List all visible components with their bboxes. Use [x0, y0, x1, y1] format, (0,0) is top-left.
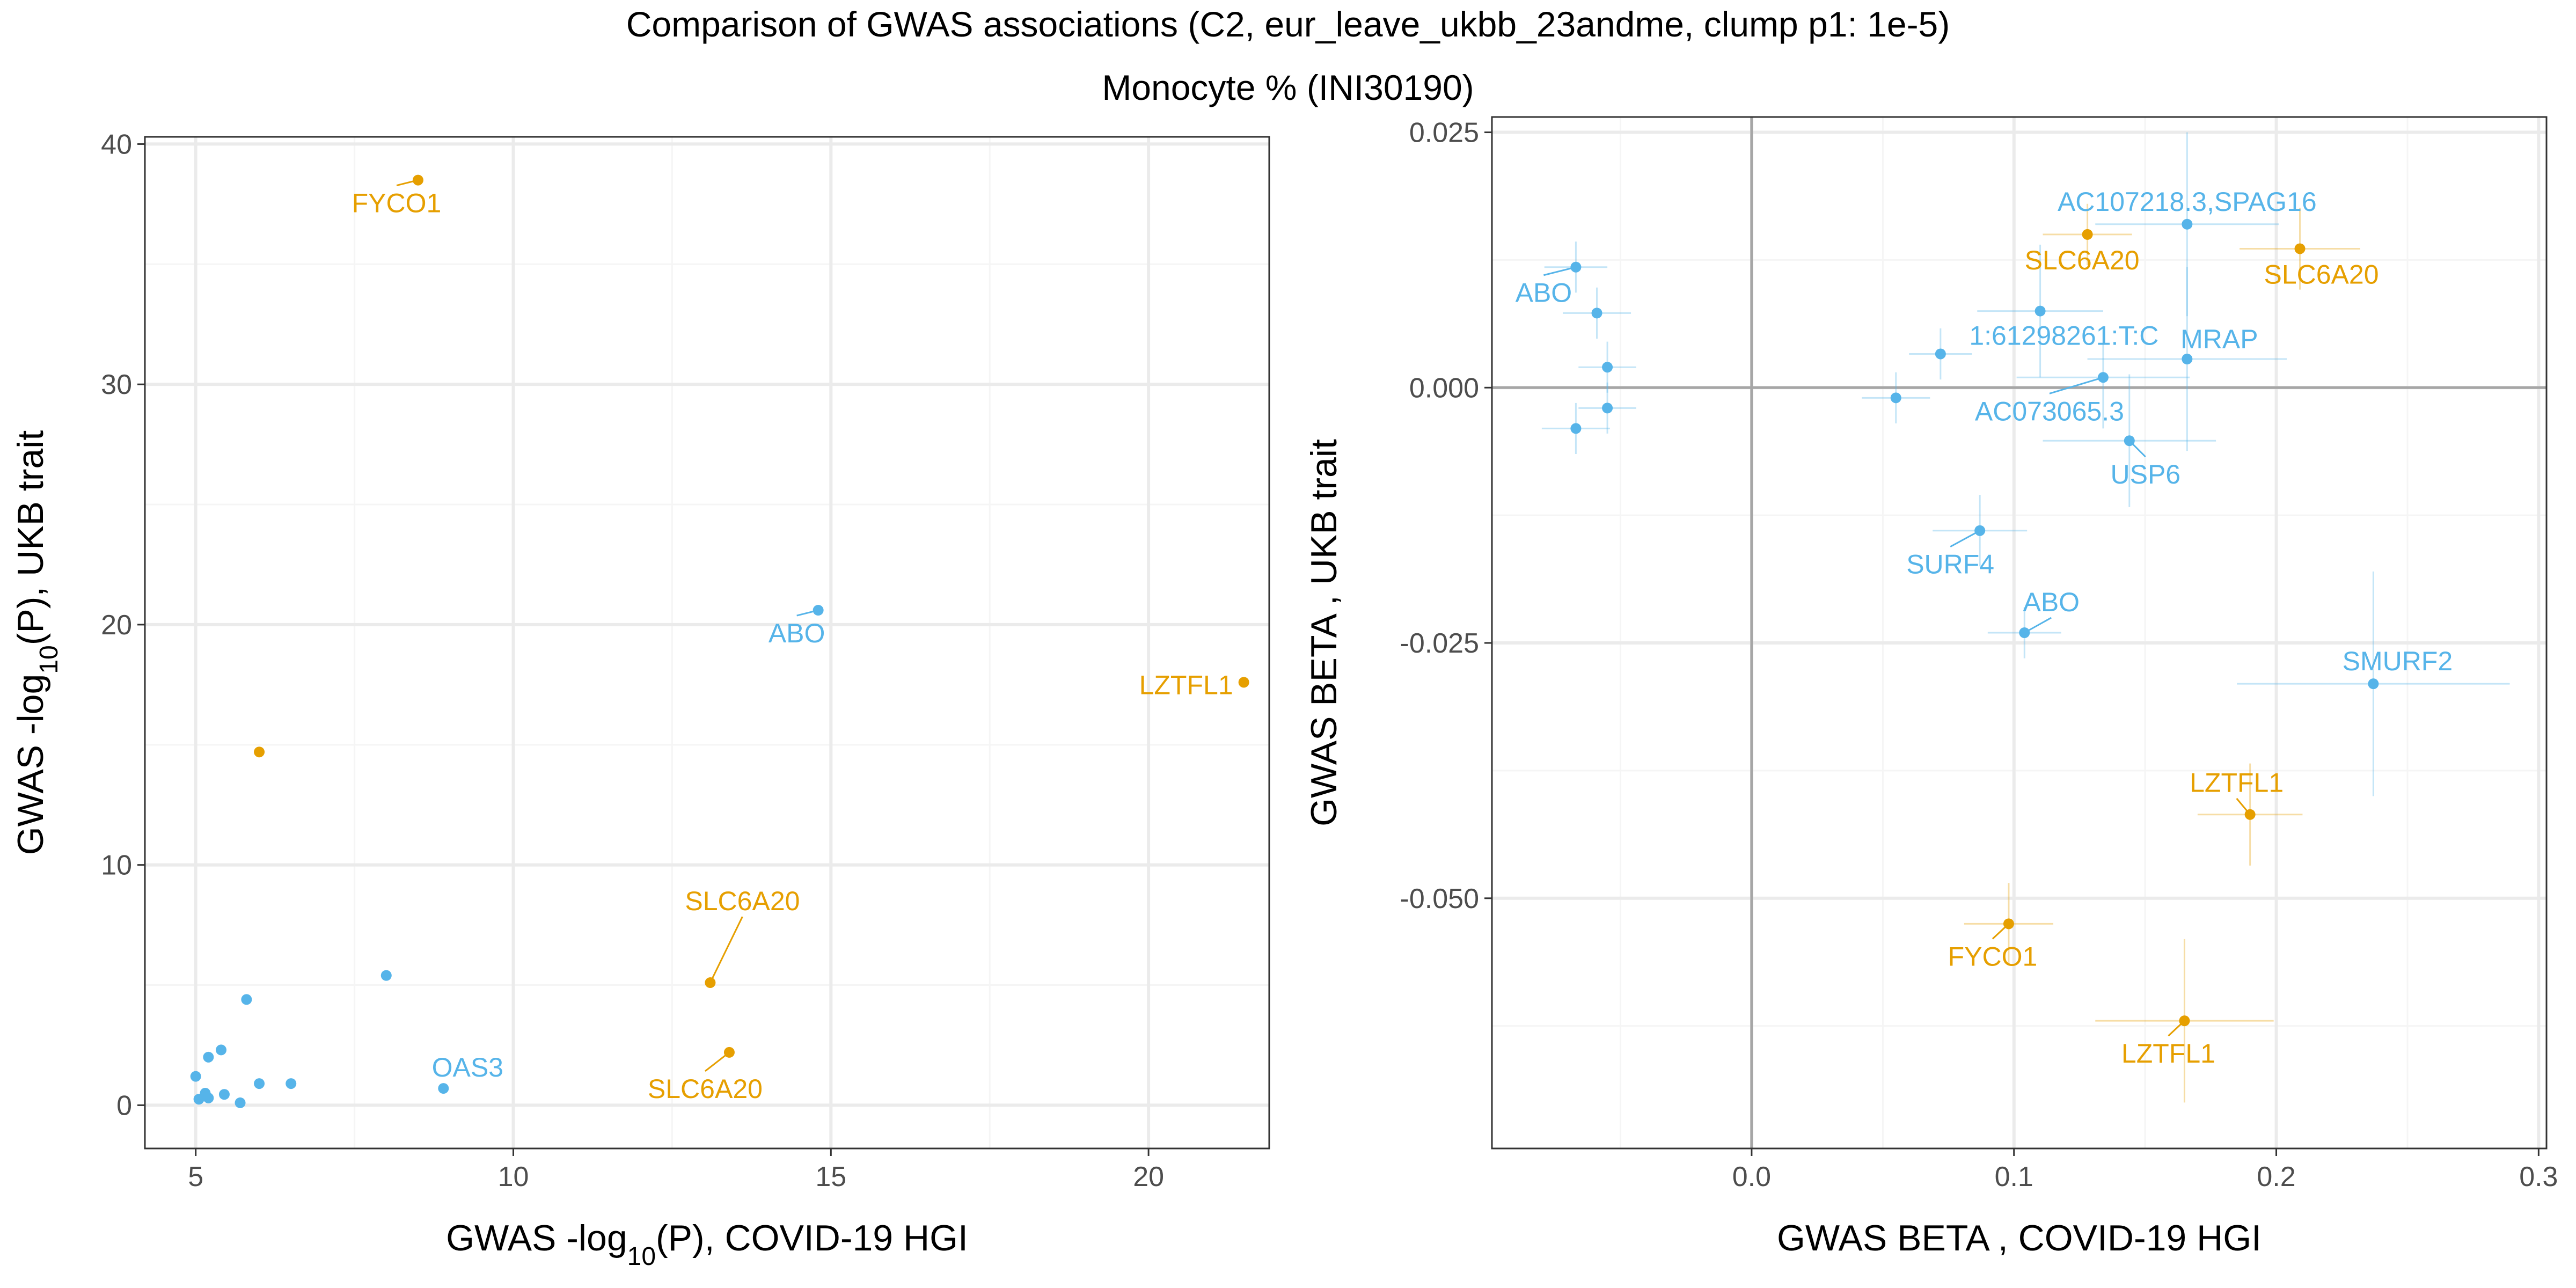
right-point-label: AC107218.3,SPAG16 [2058, 187, 2317, 217]
left-y-axis-title: GWAS -log10(P), UKB trait [10, 430, 63, 855]
right-point-label: SLC6A20 [2025, 245, 2140, 275]
right-y-tick-label: 0.000 [1409, 372, 1479, 404]
left-y-tick-label: 40 [101, 129, 132, 160]
right-point-label: SMURF2 [2343, 646, 2453, 676]
left-data-point [1238, 677, 1249, 688]
left-point-label: OAS3 [432, 1052, 503, 1082]
left-x-tick-label: 20 [1133, 1161, 1164, 1192]
right-point-label: AC073065.3 [1975, 396, 2124, 426]
right-y-tick-label: 0.025 [1409, 118, 1479, 149]
right-point-label: 1:61298261:T:C [1969, 320, 2158, 350]
right-data-point [1935, 348, 1946, 360]
right-x-axis-title: GWAS BETA , COVID-19 HGI [1777, 1218, 2262, 1258]
left-label-leader [705, 1051, 730, 1072]
right-data-point [1570, 423, 1582, 434]
right-data-point [2294, 243, 2306, 254]
left-data-point [241, 994, 252, 1005]
left-data-point [286, 1078, 297, 1089]
right-data-point [1890, 392, 1901, 404]
right-scatter-panel: ABO AC107218.3,SPAG16 SLC6A20 SLC6A20 1:6129… [1304, 116, 2558, 1258]
right-point-label: USP6 [2110, 459, 2180, 489]
left-data-point [218, 1089, 230, 1100]
right-panel-border [1491, 116, 2548, 1150]
left-y-tick-label: 10 [101, 850, 132, 881]
right-label-leader [1950, 530, 1980, 548]
left-data-point [438, 1083, 449, 1094]
left-data-point [254, 1078, 265, 1089]
left-y-tick-label: 20 [101, 610, 132, 641]
left-data-point [216, 1044, 227, 1056]
left-point-label: SLC6A20 [648, 1074, 763, 1104]
figure-title: Comparison of GWAS associations (C2, eur… [626, 4, 1950, 44]
left-x-tick-label: 5 [188, 1161, 203, 1192]
right-data-point [2035, 305, 2046, 317]
left-label-leader [396, 179, 419, 187]
left-scatter-panel: FYCO1 ABO LZTFL1 SLC6A20 SLC6A20 OAS3 5 10 15 20 0… [10, 129, 1270, 1271]
right-y-tick-label: -0.050 [1400, 883, 1479, 914]
left-label-leader [796, 609, 818, 617]
left-y-tick-label: 30 [101, 369, 132, 400]
left-y-tick-label: 0 [116, 1090, 132, 1121]
right-label-leader [2024, 617, 2052, 634]
left-panel-border [144, 136, 1270, 1150]
left-data-point [380, 970, 392, 981]
right-data-point [1602, 402, 1613, 414]
right-point-label: SLC6A20 [2264, 259, 2379, 289]
left-point-label: SLC6A20 [685, 886, 800, 916]
right-point-label: SURF4 [1906, 550, 1994, 580]
right-data-point [2368, 678, 2379, 690]
left-point-label: ABO [769, 618, 825, 648]
left-x-tick-label: 10 [498, 1161, 529, 1192]
left-label-leader [709, 916, 743, 983]
right-label-leader [2049, 376, 2104, 394]
right-point-label: MRAP [2180, 324, 2258, 354]
right-label-leader [1543, 266, 1576, 276]
right-label-leader [1992, 923, 2009, 940]
right-data-point [1591, 308, 1602, 319]
right-data-point [2082, 229, 2093, 240]
right-point-label: FYCO1 [1948, 941, 2038, 971]
right-data-point [2182, 354, 2193, 365]
right-point-label: LZTFL1 [2121, 1038, 2215, 1069]
left-data-point [193, 1094, 204, 1105]
right-data-point [1602, 362, 1613, 373]
left-data-point [203, 1092, 214, 1103]
left-data-point [203, 1051, 214, 1063]
figure-subtitle: Monocyte % (INI30190) [1102, 68, 1474, 107]
left-point-label: LZTFL1 [1139, 670, 1233, 700]
right-point-label: ABO [1516, 278, 1572, 308]
left-point-label: FYCO1 [352, 188, 442, 218]
right-y-axis-title: GWAS BETA , UKB trait [1304, 439, 1344, 826]
right-x-tick-label: 0.1 [1995, 1161, 2033, 1192]
right-label-leader [2236, 797, 2251, 815]
left-x-tick-label: 15 [815, 1161, 846, 1192]
right-x-tick-label: 0.3 [2519, 1161, 2558, 1192]
right-point-label: LZTFL1 [2190, 768, 2284, 798]
right-x-tick-label: 0.0 [1732, 1161, 1771, 1192]
left-data-point [235, 1097, 246, 1108]
right-data-point [2182, 218, 2193, 230]
right-x-tick-label: 0.2 [2257, 1161, 2295, 1192]
left-x-axis-title: GWAS -log10(P), COVID-19 HGI [446, 1218, 968, 1271]
right-label-leader [2168, 1020, 2185, 1037]
right-label-leader [2128, 440, 2146, 458]
right-point-label: ABO [2023, 587, 2080, 617]
right-y-tick-label: -0.025 [1400, 628, 1479, 659]
left-data-point [190, 1071, 201, 1082]
left-data-point [254, 747, 265, 758]
